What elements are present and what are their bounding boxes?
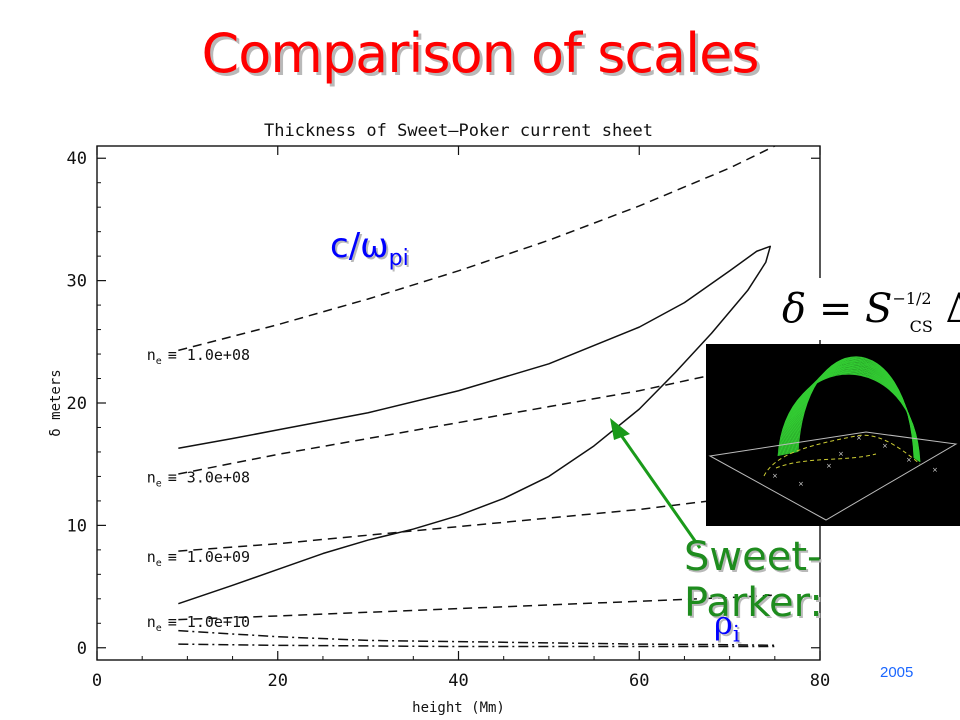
formula-delta: δ <box>782 286 807 332</box>
series-line-dashed <box>178 145 776 352</box>
density-label: ne ≡ 3.0e+08 <box>147 468 250 489</box>
yellow-field-line-2 <box>775 453 877 469</box>
density-label: ne ≡ 1.0e+08 <box>147 346 250 367</box>
x-tick-label: 60 <box>629 671 649 691</box>
rho-i-label: ρi <box>714 604 740 647</box>
density-label: ne ≡ 1.0e+10 <box>147 613 250 634</box>
series-line-dashdot <box>178 643 775 648</box>
rho-text: ρ <box>714 604 733 642</box>
y-tick-label: 0 <box>77 639 87 659</box>
field-arc <box>785 366 918 461</box>
field-arc <box>797 356 915 459</box>
arrow-shaft <box>614 427 702 549</box>
field-arc <box>792 360 916 459</box>
field-arc <box>791 361 917 460</box>
svg-text:×: × <box>882 442 888 450</box>
year-label: 2005 <box>880 664 914 681</box>
formula-subscript: CS <box>909 317 933 336</box>
rho-subscript: i <box>732 622 740 648</box>
slide-title: Comparison of scales <box>201 22 760 85</box>
arrow-up-left-icon <box>610 418 630 440</box>
magnetic-loop-inset-image: × × × × × × × × <box>706 344 960 526</box>
series-line-solid <box>178 245 772 605</box>
field-arc <box>788 364 918 460</box>
series-line-dashdot <box>178 629 775 647</box>
c-omega-subscript: pi <box>388 245 409 271</box>
chart-title: Thickness of Sweet–Poker current sheet <box>264 121 653 141</box>
field-arc <box>786 366 918 461</box>
x-tick-label: 20 <box>268 671 288 691</box>
density-label: ne ≡ 1.0e+09 <box>147 548 250 569</box>
field-arc <box>790 362 917 460</box>
yellow-field-line <box>763 434 921 477</box>
y-tick-label: 30 <box>67 272 87 292</box>
x-axis-label: height (Mm) <box>412 700 505 716</box>
svg-text:×: × <box>826 462 832 470</box>
field-markers: × × × × × × × × <box>772 434 938 488</box>
y-tick-label: 20 <box>67 394 87 414</box>
svg-text:×: × <box>798 480 804 488</box>
series-line-dashed <box>178 358 776 475</box>
svg-text:×: × <box>932 466 938 474</box>
svg-text:×: × <box>838 450 844 458</box>
field-arc <box>784 367 919 461</box>
y-axis-label: δ meters <box>48 369 64 436</box>
field-arc <box>789 363 917 460</box>
formula-equals: = <box>818 286 853 332</box>
sweet-parker-formula: δ = S−1/2 CS Δ <box>778 278 960 340</box>
formula-S: S <box>865 286 893 332</box>
field-arc <box>792 361 917 460</box>
formula-exponent: −1/2 <box>892 289 932 308</box>
svg-text:×: × <box>772 472 778 480</box>
y-tick-label: 10 <box>67 516 87 536</box>
x-tick-label: 40 <box>448 671 468 691</box>
c-over-omega-pi-label: c/ωpi <box>330 226 409 271</box>
c-omega-text: c/ω <box>330 226 389 266</box>
field-line-arcs <box>777 356 921 463</box>
plane-outline <box>708 431 958 521</box>
field-arc <box>793 359 916 459</box>
y-tick-label: 40 <box>67 149 87 169</box>
svg-text:×: × <box>906 456 912 464</box>
field-arc <box>788 364 918 460</box>
field-arc <box>787 365 918 461</box>
x-tick-label: 80 <box>810 671 830 691</box>
svg-text:×: × <box>856 434 862 442</box>
formula-Delta: Δ <box>945 286 960 332</box>
sweet-parker-label: Sweet-Parker: <box>684 534 823 626</box>
x-tick-label: 0 <box>92 671 102 691</box>
